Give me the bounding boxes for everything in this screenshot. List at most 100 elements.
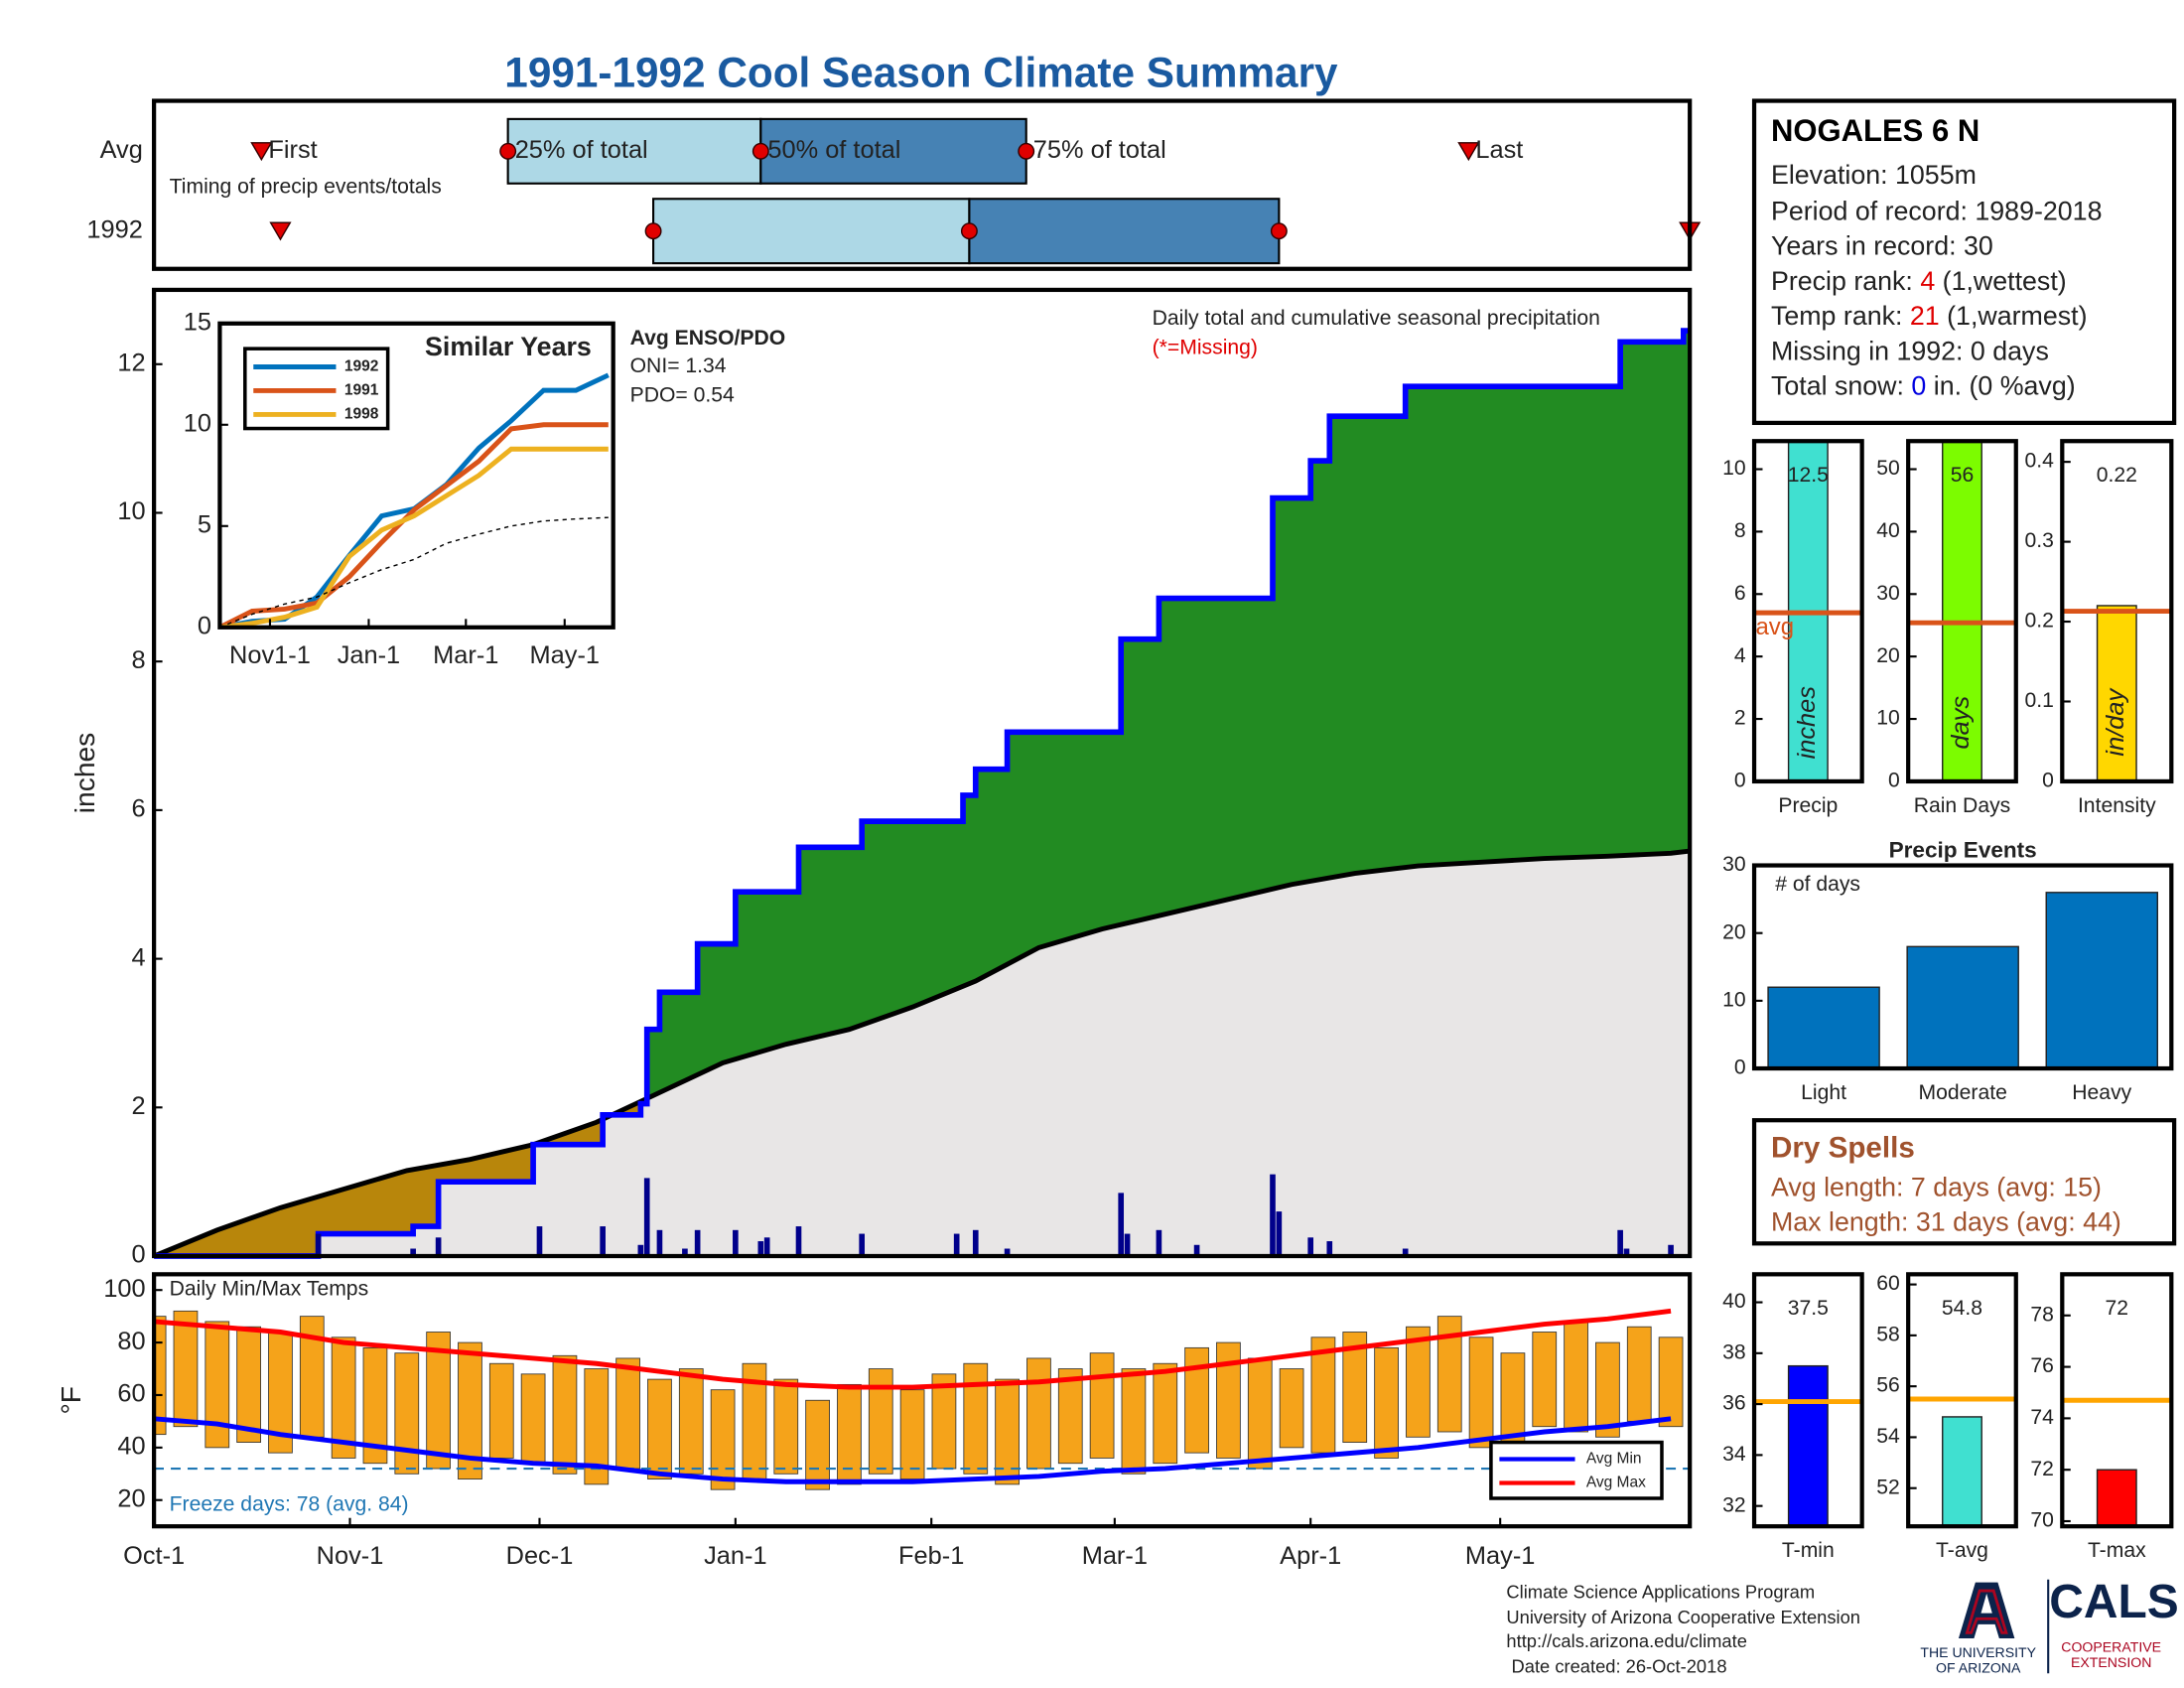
y-tick-label: 40: [1722, 1290, 1746, 1313]
quartile-box: [652, 198, 971, 265]
temp-bar: [995, 1378, 1020, 1485]
daily-bar: [637, 1244, 644, 1257]
daily-bar: [1276, 1211, 1283, 1257]
temp-bar: [1247, 1357, 1273, 1470]
temp-bar: [1057, 1368, 1083, 1465]
cumulative-line: [154, 328, 1691, 1259]
event-marker: [269, 221, 292, 241]
y-tick-label: 0: [132, 1241, 146, 1269]
logo-a: [1958, 1582, 2015, 1639]
y-tick-label: 10: [1722, 988, 1746, 1011]
temp-bar: [1564, 1321, 1588, 1433]
value-label: 54.8: [1942, 1297, 1982, 1320]
temp-bar: [331, 1336, 356, 1459]
value-label: 56: [1951, 464, 1975, 487]
y-tick-label: 10: [1722, 457, 1746, 480]
bar: [2096, 1469, 2137, 1527]
footer: Climate Science Applications Program Uni…: [1506, 1582, 1860, 1677]
temp-bar: [236, 1326, 261, 1443]
y-tick-label: 32: [1722, 1493, 1746, 1516]
temp-bar: [394, 1352, 420, 1475]
category-label: T-max: [2088, 1539, 2146, 1562]
annotation: (*=Missing): [1153, 337, 1258, 359]
y-tick-label: 0: [1888, 770, 1900, 792]
temp-bar: [1406, 1326, 1431, 1438]
temp-bar: [1310, 1336, 1336, 1454]
row-label: 1992: [86, 215, 142, 243]
temp-bar: [1468, 1336, 1494, 1449]
daily-bar: [757, 1241, 764, 1257]
timing-label: 50% of total: [767, 136, 900, 164]
label: Temp rank:: [1771, 301, 1910, 331]
daily-bar: [1270, 1174, 1276, 1257]
y-tick-label: 0: [2042, 770, 2054, 792]
temp-bar: [488, 1362, 514, 1459]
y-tick-label: 30: [1876, 582, 1900, 605]
daily-bar: [1402, 1248, 1409, 1257]
y-tick-label: 8: [1734, 519, 1746, 542]
x-tick-label: Nov1-1: [229, 641, 311, 669]
value-label: 0.22: [2097, 464, 2137, 487]
daily-bar: [1193, 1244, 1200, 1257]
daily-bar: [410, 1248, 416, 1257]
station-line: Temp rank: 21 (1,warmest): [1771, 301, 2088, 331]
logo: THE UNIVERSITY OF ARIZONA CALS COOPERATI…: [1920, 1576, 2178, 1676]
y-tick-label: 12: [117, 349, 145, 376]
y-tick-label: 0: [1734, 770, 1746, 792]
y-tick-label: 10: [1876, 707, 1900, 730]
footer-line: http://cals.arizona.edu/climate: [1506, 1630, 1746, 1651]
label: in. (0 %avg): [1926, 371, 2075, 401]
frame: [2060, 439, 2174, 784]
y-tick-label: 0: [198, 613, 211, 640]
y-tick-label: 0.1: [2024, 689, 2053, 712]
event-marker: [1457, 142, 1480, 162]
temp-bar: [710, 1389, 736, 1490]
y-tick-label: 38: [1722, 1340, 1746, 1363]
dry-spells: Dry Spells Avg length: 7 days (avg: 15) …: [1751, 1118, 2177, 1246]
daily-bar: [1617, 1229, 1623, 1257]
y-tick-label: 40: [1876, 519, 1900, 542]
enso-title: Avg ENSO/PDO: [630, 327, 786, 350]
row-label: Avg: [100, 136, 143, 164]
x-tick-label: Apr-1: [1280, 1542, 1341, 1570]
avg-area: [154, 851, 1691, 1257]
snow: 0: [1911, 371, 1926, 401]
page-title: 1991-1992 Cool Season Climate Summary: [504, 49, 1338, 95]
rank: 21: [1910, 301, 1940, 331]
bar: [2096, 605, 2137, 781]
dry-title: Dry Spells: [1771, 1132, 1915, 1165]
y-tick-label: 72: [2030, 1458, 2054, 1480]
panel-title: Daily Min/Max Temps: [170, 1277, 368, 1300]
y-tick-label: 54: [1876, 1425, 1900, 1448]
y-tick-label: 74: [2030, 1406, 2054, 1429]
daily-bar: [600, 1226, 606, 1257]
temp-bar: [868, 1368, 893, 1475]
avg-line: [153, 848, 1691, 1259]
station-line: Precip rank: 4 (1,wettest): [1771, 266, 2067, 296]
legend-label: 1991: [344, 382, 379, 399]
y-tick-label: 60: [117, 1380, 145, 1408]
frame: [152, 1272, 1693, 1529]
quantile-marker: [499, 142, 517, 160]
x-tick-label: May-1: [530, 641, 601, 669]
bar: [1787, 1364, 1829, 1527]
avg-temp-line: [154, 1416, 1672, 1484]
daily-bar: [763, 1237, 770, 1257]
logo-cals: CALS: [2049, 1576, 2179, 1628]
temp-bar: [426, 1332, 451, 1470]
dry-line: Max length: 31 days (avg: 44): [1771, 1207, 2121, 1237]
category-label: Heavy: [2072, 1081, 2131, 1104]
daily-bar: [1623, 1248, 1630, 1257]
bar: [1767, 986, 1880, 1069]
timing-label: Last: [1475, 136, 1523, 164]
y-tick-label: 4: [1734, 644, 1746, 667]
temp-bar: [615, 1357, 640, 1470]
timing-label: First: [268, 136, 317, 164]
unit-label: days: [1947, 696, 1975, 750]
value-label: 37.5: [1788, 1297, 1829, 1320]
logo-a-inner: [1965, 1589, 2008, 1634]
y-tick-label: 2: [132, 1092, 146, 1120]
series-line: [219, 516, 609, 628]
temp-bar: [1436, 1316, 1462, 1433]
